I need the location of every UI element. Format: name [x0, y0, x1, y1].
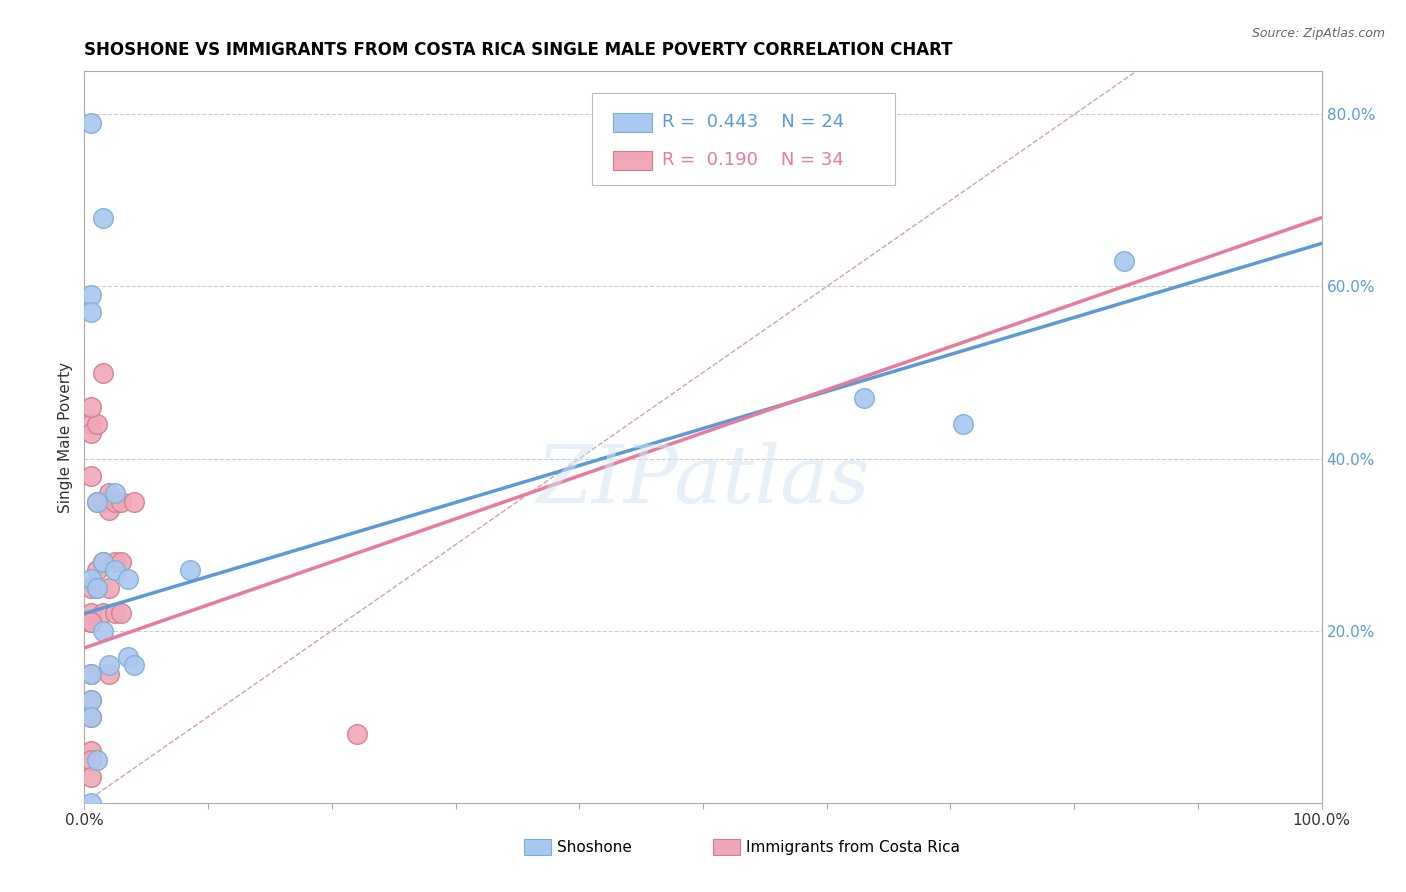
Point [110, 555, 132, 569]
Point [79, 116, 101, 130]
Point [79, 753, 101, 767]
Text: SHOSHONE VS IMMIGRANTS FROM COSTA RICA SINGLE MALE POVERTY CORRELATION CHART: SHOSHONE VS IMMIGRANTS FROM COSTA RICA S… [84, 41, 953, 59]
Point [86, 494, 108, 508]
FancyBboxPatch shape [523, 839, 551, 855]
Point [1112, 253, 1135, 268]
Point [104, 555, 127, 569]
Point [91, 494, 114, 508]
Point [122, 658, 145, 673]
Point [91, 624, 114, 638]
FancyBboxPatch shape [713, 839, 740, 855]
Point [79, 796, 101, 810]
Point [98, 581, 121, 595]
Point [104, 607, 127, 621]
Point [98, 503, 121, 517]
Point [79, 692, 101, 706]
Point [98, 486, 121, 500]
Point [79, 615, 101, 629]
Text: Shoshone: Shoshone [557, 840, 631, 855]
Point [98, 658, 121, 673]
Point [79, 417, 101, 432]
Point [79, 744, 101, 758]
Point [91, 555, 114, 569]
Text: R =  0.190    N = 34: R = 0.190 N = 34 [662, 151, 844, 169]
Point [104, 564, 127, 578]
Point [86, 494, 108, 508]
Point [79, 710, 101, 724]
Text: Source: ZipAtlas.com: Source: ZipAtlas.com [1251, 27, 1385, 40]
Point [79, 468, 101, 483]
Point [79, 615, 101, 629]
Point [79, 770, 101, 784]
Text: Immigrants from Costa Rica: Immigrants from Costa Rica [747, 840, 960, 855]
Point [79, 400, 101, 414]
Point [79, 692, 101, 706]
FancyBboxPatch shape [613, 151, 652, 170]
Point [110, 494, 132, 508]
Point [79, 425, 101, 440]
Point [91, 366, 114, 380]
Point [86, 564, 108, 578]
Point [104, 486, 127, 500]
Point [86, 581, 108, 595]
Point [86, 417, 108, 432]
Text: ZIPatlas: ZIPatlas [536, 442, 870, 520]
Point [79, 666, 101, 681]
Text: R =  0.443    N = 24: R = 0.443 N = 24 [662, 112, 845, 131]
Point [91, 607, 114, 621]
Point [91, 211, 114, 225]
Point [79, 572, 101, 586]
Point [117, 572, 139, 586]
Point [79, 581, 101, 595]
FancyBboxPatch shape [592, 94, 894, 185]
Point [104, 494, 127, 508]
Point [79, 607, 101, 621]
Point [952, 417, 974, 432]
Point [98, 666, 121, 681]
Point [79, 288, 101, 302]
Point [122, 494, 145, 508]
Point [79, 710, 101, 724]
Point [179, 564, 201, 578]
Point [79, 305, 101, 319]
FancyBboxPatch shape [613, 113, 652, 132]
Point [86, 753, 108, 767]
Point [117, 649, 139, 664]
Y-axis label: Single Male Poverty: Single Male Poverty [58, 361, 73, 513]
Point [79, 666, 101, 681]
Point [110, 607, 132, 621]
Point [852, 392, 875, 406]
Point [91, 555, 114, 569]
Point [86, 581, 108, 595]
Point [346, 727, 368, 741]
